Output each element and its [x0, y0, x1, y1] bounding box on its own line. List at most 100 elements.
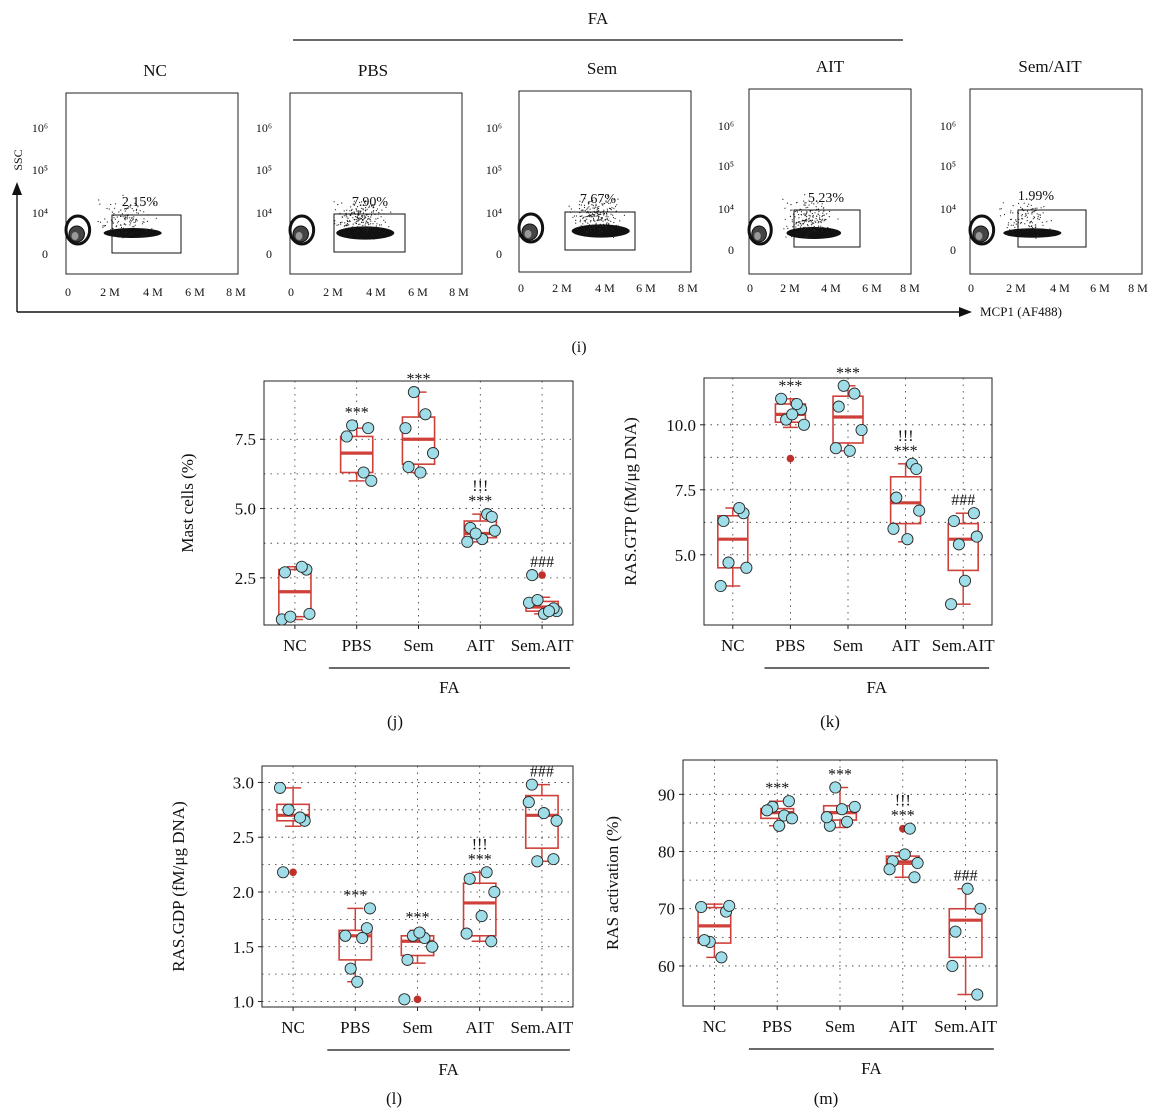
flow-event-dot [607, 195, 609, 197]
flow-event-dot [820, 221, 822, 223]
y-tick-label: 2.0 [233, 883, 254, 902]
flow-event-dot [362, 204, 364, 206]
flow-event-dot [352, 227, 354, 229]
flow-event-dot [385, 206, 387, 208]
flow-event-dot [384, 221, 386, 223]
flow-event-dot [612, 225, 614, 227]
flow-event-dot [1042, 212, 1044, 214]
chart-panel-j: 2.5 5.0 7.5 Mast cells (%) NC PBS Sem AIT Sem.AI… [178, 371, 574, 731]
data-point [761, 804, 774, 817]
flow-panel-title: NC [143, 61, 167, 80]
flow-event-dot [790, 209, 792, 211]
flow-event-dot [379, 224, 381, 226]
flow-event-dot [1026, 216, 1028, 218]
flow-event-dot [366, 231, 368, 233]
flow-x-tick: 2 M [323, 285, 343, 299]
flow-event-dot [605, 226, 607, 228]
flow-event-dot [800, 224, 803, 226]
flow-event-dot [350, 206, 352, 208]
flow-event-dot [583, 206, 586, 209]
flow-event-dot [589, 231, 591, 233]
flow-event-dot [798, 214, 800, 216]
flow-event-dot [1046, 221, 1048, 223]
flow-event-dot [583, 220, 585, 222]
flow-event-dot [1023, 228, 1026, 230]
flow-event-dot [611, 228, 613, 230]
flow-event-dot [616, 204, 618, 206]
flow-event-dot [118, 211, 120, 213]
data-point [277, 866, 290, 879]
flow-event-dot [131, 217, 133, 219]
flow-event-dot [615, 210, 617, 212]
flow-event-dot [1031, 208, 1033, 210]
flow-event-dot [588, 216, 590, 218]
flow-event-dot [604, 212, 606, 215]
flow-event-dot [585, 231, 587, 233]
flow-event-dot [600, 217, 602, 219]
flow-y-axis-title: SSC [11, 149, 25, 170]
flow-event-dot [124, 217, 126, 219]
flow-x-tick: 6 M [636, 281, 656, 295]
flow-gate-percent: 7.90% [352, 195, 389, 210]
flow-panel-ait: AIT 5.23% 10⁶ 10⁵ 10⁴ 0 0 2 M 4 M 6 M 8 … [718, 57, 920, 295]
flow-event-dot [812, 215, 814, 217]
flow-event-dot [584, 216, 586, 218]
flow-event-dot [132, 226, 134, 228]
y-axis-title: RAS.GDP (fM/μg DNA) [169, 801, 188, 971]
data-point [786, 408, 799, 421]
flow-event-dot [599, 228, 601, 230]
flow-event-dot [362, 221, 364, 224]
data-point [797, 418, 811, 431]
flow-event-dot [575, 219, 577, 221]
flow-event-dot [805, 236, 807, 238]
y-tick-label: 5.0 [675, 546, 696, 565]
data-point [357, 466, 370, 479]
flow-event-dot [999, 208, 1001, 210]
flow-event-dot [828, 210, 831, 213]
significance-marker: *** [778, 378, 802, 395]
flow-x-axis-title: MCP1 (AF488) [980, 304, 1062, 319]
flow-event-dot [122, 194, 124, 196]
flow-event-dot [816, 219, 818, 221]
flow-event-dot [590, 219, 592, 222]
data-point [522, 796, 535, 809]
y-tick-label: 2.5 [233, 828, 254, 847]
flow-event-cloud [288, 200, 395, 246]
flow-event-dot [357, 220, 359, 222]
flow-event-dot [359, 211, 362, 213]
flow-event-dot [127, 207, 129, 209]
data-point [401, 953, 414, 966]
flow-event-dot [837, 218, 839, 220]
y-tick-label: 1.5 [233, 938, 254, 957]
flow-event-dot [826, 231, 828, 233]
flow-event-dot [142, 221, 144, 223]
flow-event-dot [346, 209, 348, 211]
flow-event-dot [362, 226, 364, 228]
flow-event-dot [590, 221, 592, 223]
flow-event-dot [810, 226, 813, 228]
data-point [526, 569, 539, 582]
flow-event-dot [343, 215, 345, 217]
significance-marker: *** [345, 404, 369, 421]
x-tick-label: Sem.AIT [511, 636, 574, 655]
flow-event-dot [596, 210, 598, 212]
flow-event-dot [358, 223, 360, 225]
flow-event-dot [136, 208, 138, 210]
flow-event-dot [799, 222, 801, 225]
flow-event-dot [1002, 202, 1004, 204]
flow-event-dot [338, 224, 340, 226]
flow-event-dot [368, 206, 370, 209]
flow-event-dot [579, 200, 581, 202]
x-tick-label: Sem [825, 1017, 855, 1036]
significance-marker: *** [828, 766, 852, 783]
data-point [945, 598, 958, 611]
flow-event-dot [590, 227, 592, 229]
flow-event-dot [361, 221, 363, 223]
flow-event-dot [823, 220, 825, 222]
flow-event-dot [1050, 220, 1052, 222]
flow-event-dot [373, 206, 375, 208]
data-point [531, 855, 544, 868]
flow-x-tick: 0 [65, 285, 71, 299]
flow-event-dot [369, 218, 371, 220]
flow-population-center [295, 232, 303, 240]
